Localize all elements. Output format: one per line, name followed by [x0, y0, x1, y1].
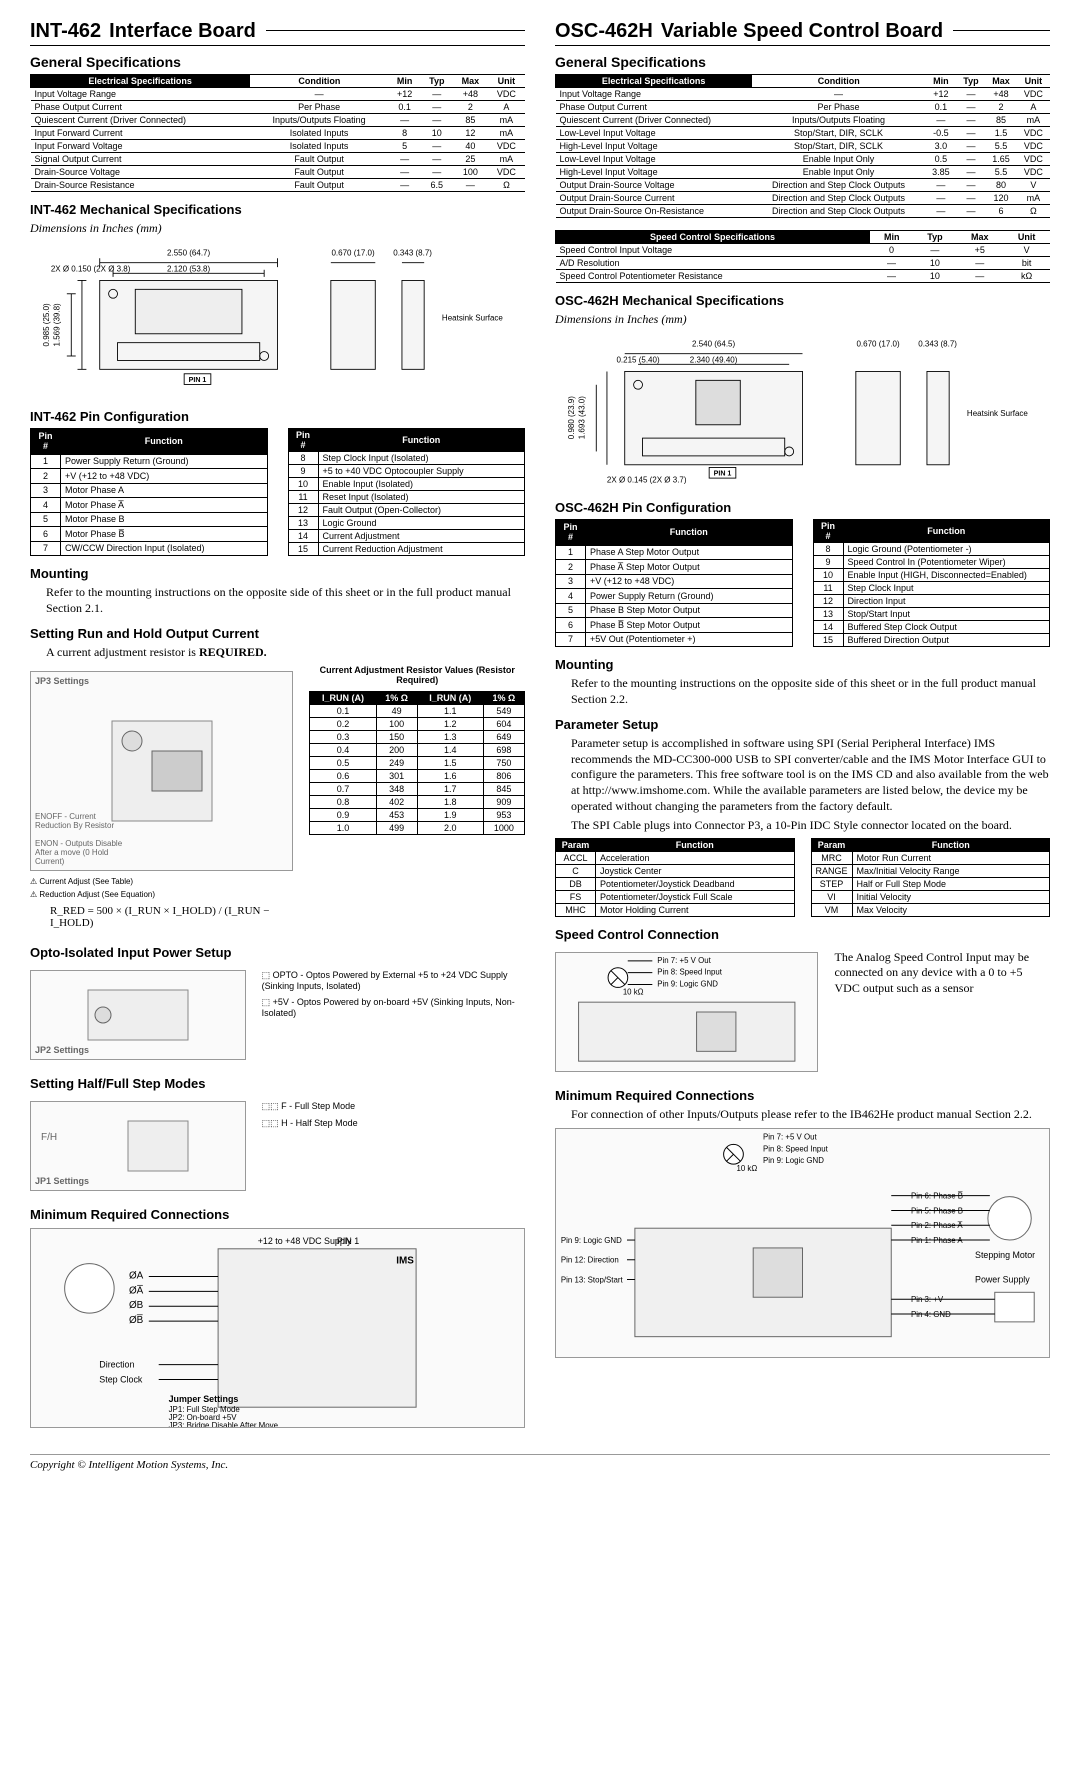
title-rule	[266, 30, 525, 31]
speed-conn-diagram: 10 kΩ Pin 7: +5 V Out Pin 8: Speed Input…	[555, 952, 818, 1072]
svg-text:Pin 8: Speed Input: Pin 8: Speed Input	[763, 1145, 829, 1154]
param-text1: Parameter setup is accomplished in softw…	[571, 736, 1050, 814]
svg-text:Stepping Motor: Stepping Motor	[975, 1250, 1035, 1260]
svg-text:0.670 (17.0): 0.670 (17.0)	[856, 340, 899, 349]
svg-text:Pin 9: Logic GND: Pin 9: Logic GND	[657, 979, 718, 988]
right-column: OSC-462H Variable Speed Control Board Ge…	[555, 20, 1050, 1434]
int462-pin-tables: Pin #Function1Power Supply Return (Groun…	[30, 428, 525, 556]
svg-text:PIN 1: PIN 1	[189, 376, 207, 384]
mounting-text: Refer to the mounting instructions on th…	[46, 585, 525, 616]
svg-text:1.693 (43.0): 1.693 (43.0)	[578, 396, 587, 439]
svg-text:IMS: IMS	[396, 1255, 414, 1266]
copyright: Copyright © Intelligent Motion Systems, …	[30, 1454, 1050, 1471]
minreq-text: For connection of other Inputs/Outputs p…	[571, 1107, 1050, 1123]
svg-text:Jumper Settings: Jumper Settings	[169, 1394, 239, 1404]
svg-text:2.540 (64.5): 2.540 (64.5)	[692, 340, 735, 349]
resistor-table: I_RUN (A)1% ΩI_RUN (A)1% Ω0.1491.15490.2…	[309, 691, 525, 835]
mech-sub: Dimensions in Inches (mm)	[30, 221, 525, 236]
svg-text:ØA: ØA	[129, 1270, 144, 1281]
jp1-diagram: JP1 Settings F/H	[30, 1101, 246, 1191]
osc462h-title: OSC-462H Variable Speed Control Board	[555, 20, 1050, 46]
svg-text:ØB̅: ØB̅	[129, 1315, 144, 1326]
svg-text:0.215 (5.40): 0.215 (5.40)	[616, 356, 659, 365]
svg-text:Pin 7: +5 V Out: Pin 7: +5 V Out	[763, 1133, 817, 1142]
param-heading: Parameter Setup	[555, 717, 1050, 732]
param-text2: The SPI Cable plugs into Connector P3, a…	[571, 818, 1050, 834]
pin-heading: INT-462 Pin Configuration	[30, 409, 525, 424]
minreq-heading: Minimum Required Connections	[555, 1088, 1050, 1103]
svg-text:Power Supply: Power Supply	[975, 1275, 1030, 1285]
svg-text:0.985 (25.0): 0.985 (25.0)	[42, 303, 51, 346]
svg-text:2X Ø 0.150 (2X Ø 3.8): 2X Ø 0.150 (2X Ø 3.8)	[51, 265, 131, 274]
svg-text:10 kΩ: 10 kΩ	[736, 1164, 757, 1173]
mounting-text: Refer to the mounting instructions on th…	[571, 676, 1050, 707]
svg-text:2.340 (49.40): 2.340 (49.40)	[690, 356, 738, 365]
mech-heading: INT-462 Mechanical Specifications	[30, 202, 525, 217]
speed-spec-table: Speed Control SpecificationsMinTypMaxUni…	[555, 230, 1050, 283]
title-rule	[953, 30, 1050, 31]
svg-text:0.670 (17.0): 0.670 (17.0)	[331, 249, 374, 258]
svg-text:2.550 (64.7): 2.550 (64.7)	[167, 249, 210, 258]
svg-text:2X Ø 0.145 (2X Ø 3.7): 2X Ø 0.145 (2X Ø 3.7)	[607, 476, 687, 485]
svg-text:Pin 13: Stop/Start: Pin 13: Stop/Start	[561, 1276, 624, 1285]
jp3-diagram: JP3 Settings ENOFF - Current Reduction B…	[30, 671, 293, 871]
svg-text:JP3: Bridge Disable After Move: JP3: Bridge Disable After Move	[169, 1421, 279, 1427]
pin-heading: OSC-462H Pin Configuration	[555, 500, 1050, 515]
svg-text:Direction: Direction	[99, 1359, 134, 1369]
svg-text:Step Clock: Step Clock	[99, 1374, 143, 1384]
int462-mech-diagram: 2.550 (64.7) 2.120 (53.8) 1.569 (39.8) 0…	[30, 236, 525, 396]
osc462h-mech-diagram: 2.540 (64.5) 2.340 (49.40) 0.215 (5.40) …	[555, 327, 1050, 487]
mounting-heading: Mounting	[555, 657, 1050, 672]
gen-spec-heading: General Specifications	[30, 54, 525, 70]
svg-text:PIN 1: PIN 1	[714, 469, 732, 477]
svg-text:PIN 1: PIN 1	[337, 1236, 359, 1246]
speed-conn-heading: Speed Control Connection	[555, 927, 1050, 942]
product-code: OSC-462H	[555, 20, 653, 43]
svg-text:1.569 (39.8): 1.569 (39.8)	[53, 303, 62, 346]
param-tables: ParamFunctionACCLAccelerationCJoystick C…	[555, 838, 1050, 917]
left-column: INT-462 Interface Board General Specific…	[30, 20, 525, 1434]
minreq-heading: Minimum Required Connections	[30, 1207, 525, 1222]
int462-title: INT-462 Interface Board	[30, 20, 525, 46]
svg-text:Heatsink Surface: Heatsink Surface	[967, 409, 1028, 418]
mounting-heading: Mounting	[30, 566, 525, 581]
speed-conn-text: The Analog Speed Control Input may be co…	[834, 950, 1050, 997]
product-desc: Interface Board	[109, 20, 256, 43]
reduction-equation: R_RED = 500 × (I_RUN × I_HOLD) / (I_RUN …	[50, 905, 273, 929]
jp2-diagram: JP2 Settings	[30, 970, 246, 1060]
svg-text:Pin 9: Logic GND: Pin 9: Logic GND	[561, 1236, 622, 1245]
svg-text:Heatsink Surface: Heatsink Surface	[442, 313, 503, 322]
resistor-table-title: Current Adjustment Resistor Values (Resi…	[309, 665, 525, 685]
svg-text:ØB: ØB	[129, 1300, 144, 1311]
svg-text:0.343 (8.7): 0.343 (8.7)	[393, 249, 432, 258]
svg-text:0.343 (8.7): 0.343 (8.7)	[918, 340, 957, 349]
osc462h-pin-tables: Pin #Function1Phase A Step Motor Output2…	[555, 519, 1050, 647]
svg-text:ØA̅: ØA̅	[129, 1285, 144, 1296]
runhold-heading: Setting Run and Hold Output Current	[30, 626, 525, 641]
svg-text:Pin 8: Speed Input: Pin 8: Speed Input	[657, 967, 722, 976]
gen-spec-heading: General Specifications	[555, 54, 1050, 70]
svg-text:10 kΩ: 10 kΩ	[623, 987, 644, 996]
int462-minreq-diagram: +12 to +48 VDC Supply PIN 1 IMS ØA ØA̅ Ø…	[30, 1228, 525, 1428]
svg-text:0.980 (23.9): 0.980 (23.9)	[567, 396, 576, 439]
opto-heading: Opto-Isolated Input Power Setup	[30, 945, 525, 960]
product-code: INT-462	[30, 20, 101, 43]
svg-text:Pin 9: Logic GND: Pin 9: Logic GND	[763, 1156, 824, 1165]
mech-heading: OSC-462H Mechanical Specifications	[555, 293, 1050, 308]
svg-text:Pin 7: +5 V Out: Pin 7: +5 V Out	[657, 956, 711, 965]
runhold-text: A current adjustment resistor is REQUIRE…	[46, 645, 525, 661]
svg-text:2.120 (53.8): 2.120 (53.8)	[167, 265, 210, 274]
step-heading: Setting Half/Full Step Modes	[30, 1076, 525, 1091]
mech-sub: Dimensions in Inches (mm)	[555, 312, 1050, 327]
product-desc: Variable Speed Control Board	[661, 20, 943, 43]
svg-text:Pin 12: Direction: Pin 12: Direction	[561, 1256, 619, 1265]
osc462h-spec-table: Electrical SpecificationsConditionMinTyp…	[555, 74, 1050, 218]
int462-spec-table: Electrical SpecificationsConditionMinTyp…	[30, 74, 525, 192]
osc462h-minreq-diagram: 10 kΩ Pin 7: +5 V Out Pin 8: Speed Input…	[555, 1128, 1050, 1358]
